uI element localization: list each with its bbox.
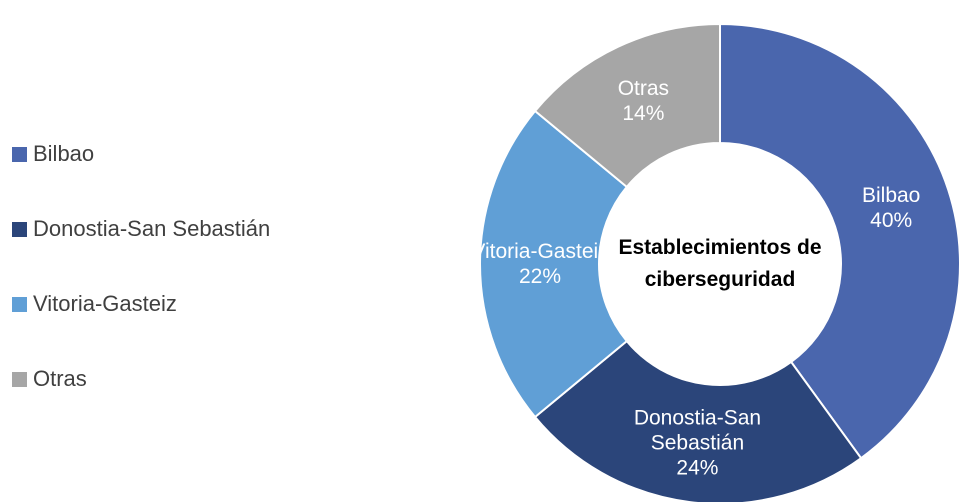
legend-label: Bilbao <box>33 141 95 166</box>
slice-label: Vitoria-Gasteiz 22% <box>468 239 613 289</box>
slice-value: 22% <box>518 265 562 288</box>
donut-slice <box>479 109 629 419</box>
legend-label: Otras <box>33 366 87 391</box>
slice-name: Donostia-San Sebastián <box>633 406 762 455</box>
legend-swatch <box>12 296 27 312</box>
legend-item: Bilbao <box>12 141 94 167</box>
legend-item: Vitoria-Gasteiz <box>12 291 177 317</box>
legend-swatch <box>12 371 27 387</box>
legend-item: Donostia-San Sebastián <box>12 216 270 242</box>
slice-name: Bilbao <box>861 184 921 208</box>
legend-label: Vitoria-Gasteiz <box>33 291 177 316</box>
legend-label: Donostia-San Sebastián <box>33 216 271 241</box>
slice-label: Bilbao 40% <box>819 183 960 233</box>
slice-value: 40% <box>870 209 913 233</box>
legend-swatch <box>12 221 27 237</box>
slice-name: Vitoria-Gasteiz <box>471 240 609 263</box>
donut-slice <box>533 339 863 502</box>
legend-item: Otras <box>12 366 87 392</box>
chart-title: Establecimientos de ciberseguridad <box>618 236 822 291</box>
donut-slice <box>533 22 721 189</box>
slice-name: Otras <box>617 77 670 101</box>
donut-slice <box>719 22 960 460</box>
legend-swatch <box>12 146 27 162</box>
slice-label: Donostia-San Sebastián 24% <box>625 405 770 480</box>
slice-label: Otras 14% <box>571 76 716 126</box>
slice-value: 14% <box>622 102 665 126</box>
slice-value: 24% <box>676 456 719 480</box>
